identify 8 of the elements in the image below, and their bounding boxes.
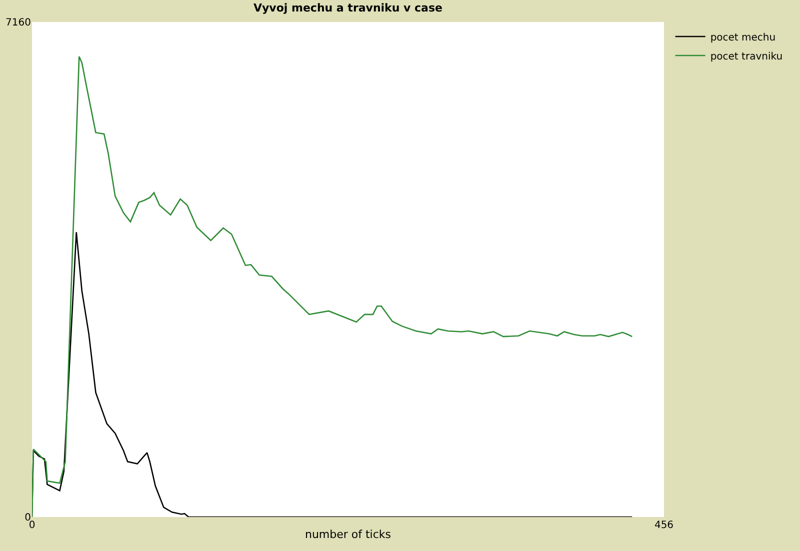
legend-label: pocet mechu [710, 32, 776, 44]
x-axis-title: number of ticks [304, 528, 392, 542]
line-series [32, 232, 633, 517]
y-tick-label: 7160 [6, 18, 31, 28]
legend-label: pocet travniku [710, 51, 783, 62]
x-tick-label: 456 [654, 520, 674, 531]
chart-title: Vyvoj mechu a travniku v case [253, 2, 443, 15]
line-series [32, 56, 633, 517]
